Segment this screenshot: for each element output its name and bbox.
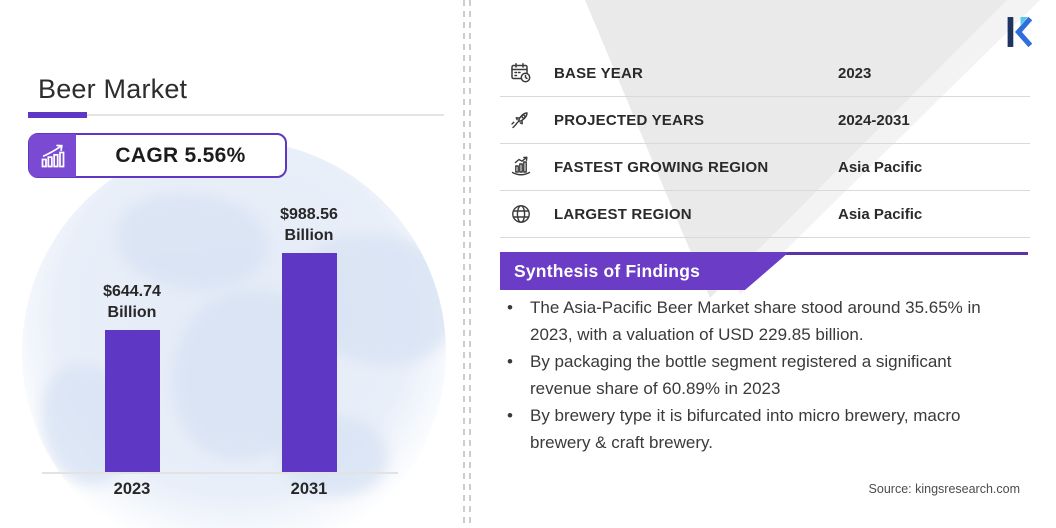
left-panel: Beer Market CAGR 5.56% $644.74 [0, 0, 462, 528]
rocket-icon [508, 107, 534, 133]
fact-value: Asia Pacific [838, 158, 923, 176]
bar-column-2031: $988.56 Billion [239, 204, 379, 473]
source-attribution: Source: kingsresearch.com [868, 482, 1020, 496]
bar-2031 [281, 253, 337, 473]
key-facts-table: BASE YEAR 2023 [500, 50, 1030, 238]
bar-unit: Billion [284, 227, 334, 244]
title-divider-accent [28, 112, 87, 118]
fact-label: BASE YEAR [554, 64, 644, 82]
finding-text: The Asia-Pacific Beer Market share stood… [530, 298, 981, 344]
fact-value: Asia Pacific [838, 205, 923, 223]
right-panel: BASE YEAR 2023 [472, 0, 1056, 528]
bar-value: $988.56 [280, 206, 338, 223]
bar-value-label: $988.56 Billion [280, 204, 338, 246]
growth-chart-icon [29, 134, 76, 177]
fact-row-projected-years: PROJECTED YEARS 2024-2031 [500, 97, 1030, 144]
axis-label-2023: 2023 [113, 480, 151, 498]
findings-title: Synthesis of Findings [514, 260, 701, 281]
globe-icon [508, 201, 534, 227]
panel-divider [463, 0, 472, 528]
chart-baseline [42, 472, 398, 474]
bullet-marker: • [507, 298, 513, 317]
finding-bullet: • The Asia-Pacific Beer Market share sto… [500, 294, 1014, 348]
dashed-line [463, 0, 465, 528]
title-divider [28, 111, 444, 119]
kings-research-logo [1006, 16, 1034, 48]
dashed-line [469, 0, 471, 528]
world-map-background [22, 140, 446, 528]
fact-value: 2023 [838, 64, 872, 82]
page-title: Beer Market [38, 74, 188, 104]
fact-label: PROJECTED YEARS [554, 111, 705, 129]
bullet-marker: • [507, 406, 513, 425]
finding-bullet: • By packaging the bottle segment regist… [500, 348, 1014, 402]
cagr-label: CAGR 5.56% [115, 143, 246, 167]
fact-row-fastest-growing-region: FASTEST GROWING REGION Asia Pacific [500, 144, 1030, 191]
fact-row-base-year: BASE YEAR 2023 [500, 50, 1030, 97]
finding-bullet: • By brewery type it is bifurcated into … [500, 402, 1014, 456]
fact-row-largest-region: LARGEST REGION Asia Pacific [500, 191, 1030, 238]
title-divider-line [87, 114, 444, 116]
calendar-clock-icon [508, 60, 534, 86]
fastest-growing-region-icon [508, 154, 534, 180]
bar-unit: Billion [107, 304, 157, 321]
bar-2023 [104, 330, 160, 473]
bar-column-2023: $644.74 Billion [62, 281, 202, 473]
fact-label: FASTEST GROWING REGION [554, 158, 769, 176]
cagr-badge: CAGR 5.56% [28, 133, 287, 178]
axis-label-2031: 2031 [290, 480, 328, 498]
finding-text: By packaging the bottle segment register… [530, 352, 952, 398]
finding-text: By brewery type it is bifurcated into mi… [530, 406, 961, 452]
bar-value: $644.74 [103, 283, 161, 300]
findings-banner: Synthesis of Findings [500, 252, 789, 290]
map-continent-shape [117, 195, 267, 290]
bullet-marker: • [507, 352, 513, 371]
bar-value-label: $644.74 Billion [103, 281, 161, 323]
fact-label: LARGEST REGION [554, 205, 692, 223]
fact-value: 2024-2031 [838, 111, 910, 129]
findings-list: • The Asia-Pacific Beer Market share sto… [500, 294, 1014, 456]
